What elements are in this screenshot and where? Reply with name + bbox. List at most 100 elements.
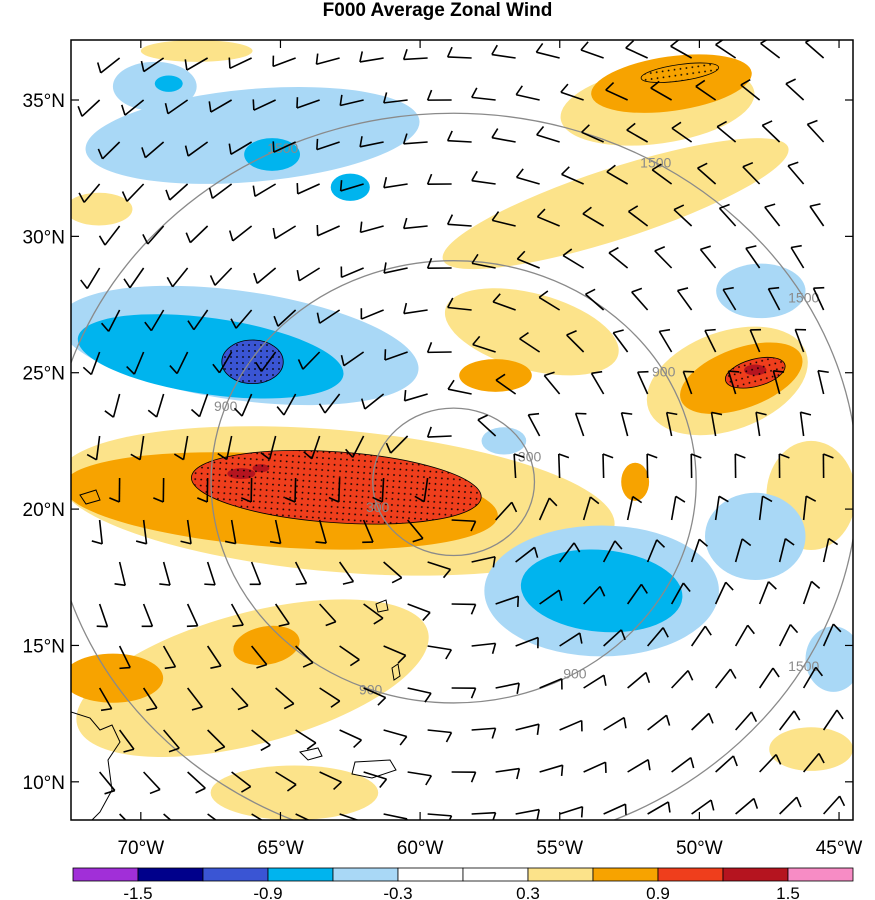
colorbar-swatch	[462, 867, 529, 882]
wind-barb	[536, 51, 560, 59]
wind-barb	[650, 87, 673, 101]
wind-barb	[232, 225, 253, 242]
wind-barb-flag	[180, 540, 192, 545]
wind-barb-flag	[256, 663, 267, 669]
wind-barb-flag	[141, 147, 147, 158]
wind-barb-flag	[123, 278, 131, 289]
wind-barb-flag	[425, 775, 433, 786]
wind-barb-flag	[704, 328, 716, 332]
wind-barb-flag	[447, 297, 454, 308]
wind-barb	[359, 141, 384, 148]
wind-barb-flag	[264, 826, 273, 832]
wind-barb	[274, 519, 282, 544]
wind-barb	[297, 183, 320, 195]
wind-barb-flag	[149, 788, 161, 795]
wind-barb	[250, 645, 268, 666]
wind-barb-flag	[784, 538, 795, 546]
wind-barb-flag	[446, 46, 453, 58]
wind-barb-flag	[602, 453, 614, 459]
wind-barb-flag	[768, 286, 780, 290]
shaded-region	[71, 653, 164, 703]
wind-barb-flag	[832, 623, 842, 633]
shaded-region	[140, 40, 253, 62]
wind-barb-flag	[135, 540, 147, 545]
wind-barb	[427, 561, 451, 571]
wind-barb-flag	[775, 754, 782, 765]
coastlines	[71, 489, 401, 820]
shaded-region	[85, 87, 420, 184]
wind-barb-flag	[773, 370, 785, 373]
wind-barb	[559, 719, 583, 731]
wind-barb-flag	[535, 42, 544, 53]
wind-barb	[583, 585, 601, 605]
wind-barb-flag	[667, 801, 671, 813]
wind-barb	[167, 99, 189, 115]
wind-barb-flag	[605, 82, 615, 91]
wind-barb-flag	[708, 713, 714, 724]
wind-barb-flag	[818, 753, 825, 764]
stippled-region	[191, 450, 482, 525]
wind-barb-flag	[383, 262, 387, 274]
wind-barb	[211, 183, 233, 199]
wind-barb-flag	[445, 732, 453, 743]
lat-tick-label: 30°N	[23, 227, 65, 248]
wind-barb	[99, 771, 116, 792]
wind-barb	[427, 435, 452, 438]
wind-barb	[527, 414, 541, 437]
wind-barb	[294, 477, 297, 503]
wind-barb-flag	[472, 335, 481, 346]
wind-barb	[361, 309, 384, 320]
wind-barb	[767, 288, 781, 311]
colorbar: -1.5 -0.9 -0.3 0.3 0.9 1.5	[72, 867, 854, 900]
wind-barb	[517, 258, 540, 269]
wind-barb	[126, 183, 145, 202]
wind-barb-flag	[315, 541, 327, 544]
wind-barb	[823, 795, 841, 815]
wind-barb-flag	[515, 85, 523, 96]
stippled-region	[640, 62, 719, 83]
wind-barb-flag	[377, 697, 387, 706]
wind-barb	[627, 671, 647, 689]
wind-barb-flag	[793, 710, 801, 721]
wind-barb	[735, 711, 753, 731]
wind-barb	[495, 595, 519, 605]
wind-barb	[207, 729, 226, 748]
wind-barb	[583, 674, 605, 689]
wind-barb	[403, 225, 428, 230]
shaded-region	[716, 263, 806, 319]
wind-barb-flag	[224, 540, 236, 545]
wind-barb	[119, 813, 127, 820]
wind-barb	[794, 329, 805, 353]
wind-barb-flag	[168, 747, 180, 753]
wind-barb-flag	[442, 568, 452, 579]
wind-barb	[513, 453, 517, 479]
range-ring-1500	[71, 112, 853, 820]
wind-barb-flag	[666, 411, 678, 416]
wind-barb	[427, 813, 452, 817]
wind-barb	[176, 351, 189, 374]
wind-barb-flag	[762, 495, 773, 503]
wind-barb	[129, 267, 145, 289]
wind-barb	[647, 627, 664, 647]
wind-barb	[275, 771, 297, 786]
wind-barb-flag	[340, 354, 345, 366]
wind-barb-flag	[164, 666, 176, 670]
wind-barb	[162, 561, 171, 586]
wind-barb-flag	[665, 714, 671, 726]
wind-barb-flag	[715, 40, 724, 46]
wind-barb-flag	[144, 321, 153, 332]
wind-barb-flag	[426, 173, 433, 185]
wind-barb	[186, 519, 192, 544]
wind-barb	[186, 603, 199, 627]
shaded-region	[76, 599, 429, 757]
wind-barb-flag	[359, 51, 364, 63]
wind-barb	[427, 645, 452, 651]
wind-barb	[758, 496, 764, 521]
wind-barb-flag	[519, 331, 529, 340]
wind-barb	[673, 209, 693, 227]
wind-barb-flag	[470, 687, 477, 699]
wind-barb-flag	[578, 632, 583, 644]
wind-barb-flag	[785, 78, 796, 85]
wind-barb-flag	[838, 795, 846, 807]
wind-barb	[676, 290, 693, 311]
